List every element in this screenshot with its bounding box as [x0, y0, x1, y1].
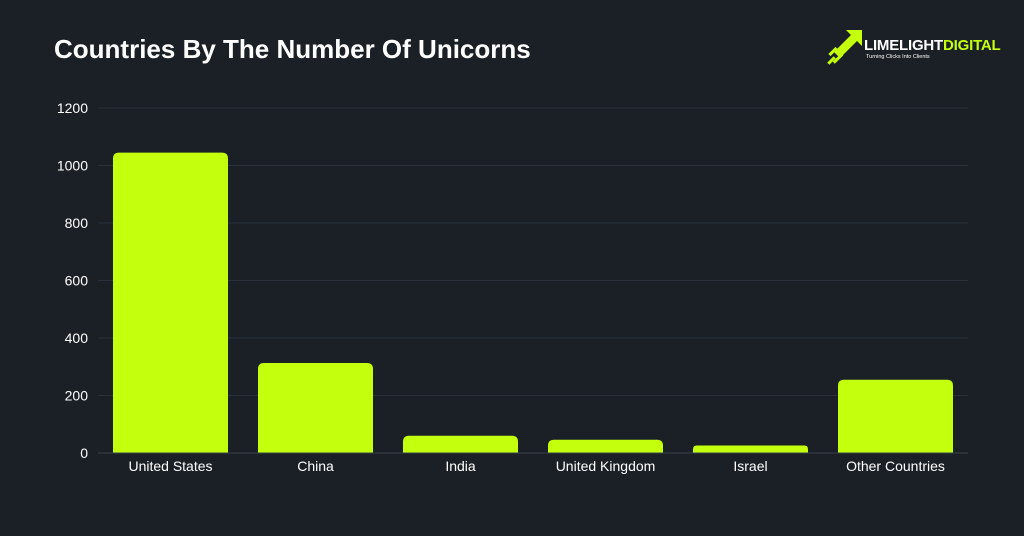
bar	[548, 439, 663, 453]
y-tick-label: 600	[65, 273, 89, 289]
x-tick-label: Israel	[733, 458, 767, 474]
bar	[258, 363, 373, 453]
brand-word-limelight: LIMELIGHT	[864, 37, 944, 54]
bar	[838, 379, 953, 453]
brand-wordmark: LIMELIGHTDIGITAL	[864, 37, 1001, 54]
y-tick-label: 800	[65, 215, 89, 231]
y-tick-label: 0	[80, 445, 88, 461]
brand-logo: LIMELIGHTDIGITAL Turning Clicks Into Cli…	[826, 28, 1001, 68]
bar	[113, 152, 228, 453]
brand-word-digital: DIGITAL	[943, 37, 1001, 54]
x-tick-label: United States	[128, 458, 212, 474]
y-tick-label: 1200	[57, 100, 88, 116]
y-tick-label: 400	[65, 330, 89, 346]
x-axis: United States China India United Kingdom Isr…	[98, 452, 968, 474]
chart-title: Countries By The Number Of Unicorns	[54, 34, 531, 64]
x-tick-label: India	[445, 458, 476, 474]
x-tick-label: Other Countries	[846, 458, 945, 474]
bar	[403, 435, 518, 453]
bar	[693, 445, 808, 453]
y-tick-label: 200	[65, 388, 89, 404]
y-axis: 0 200 400 600 800 1000 1200	[57, 100, 88, 461]
x-tick-label: China	[297, 458, 334, 474]
x-tick-label: United Kingdom	[556, 458, 656, 474]
y-tick-label: 1000	[57, 158, 88, 174]
bars	[113, 152, 953, 453]
brand-tagline: Turning Clicks Into Clients	[866, 54, 930, 60]
rocket-arrow-icon	[827, 30, 862, 65]
gridlines	[98, 107, 968, 396]
